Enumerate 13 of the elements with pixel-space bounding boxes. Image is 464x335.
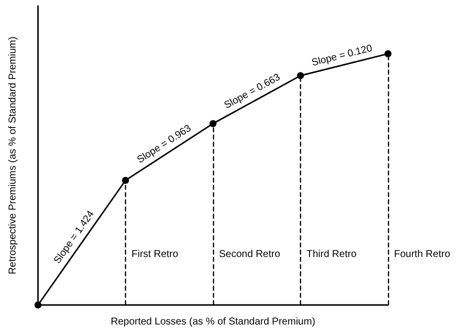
point <box>34 302 42 308</box>
x-axis-title: Reported Losses (as % of Standard Premium) <box>110 316 316 328</box>
point <box>384 50 392 58</box>
point <box>122 176 129 184</box>
y-axis-title: Retrospective Premiums (as % of Standard Premium) <box>8 36 18 274</box>
text: Fourth Retro <box>394 249 450 260</box>
text: Second Retro <box>219 249 280 260</box>
text: Third Retro <box>306 249 357 260</box>
text: First Retro <box>132 249 178 260</box>
annotation: Slope = 0.663 <box>222 72 283 112</box>
point <box>297 72 304 80</box>
annotation: Slope = 0.120 <box>310 43 374 69</box>
point <box>210 120 216 128</box>
